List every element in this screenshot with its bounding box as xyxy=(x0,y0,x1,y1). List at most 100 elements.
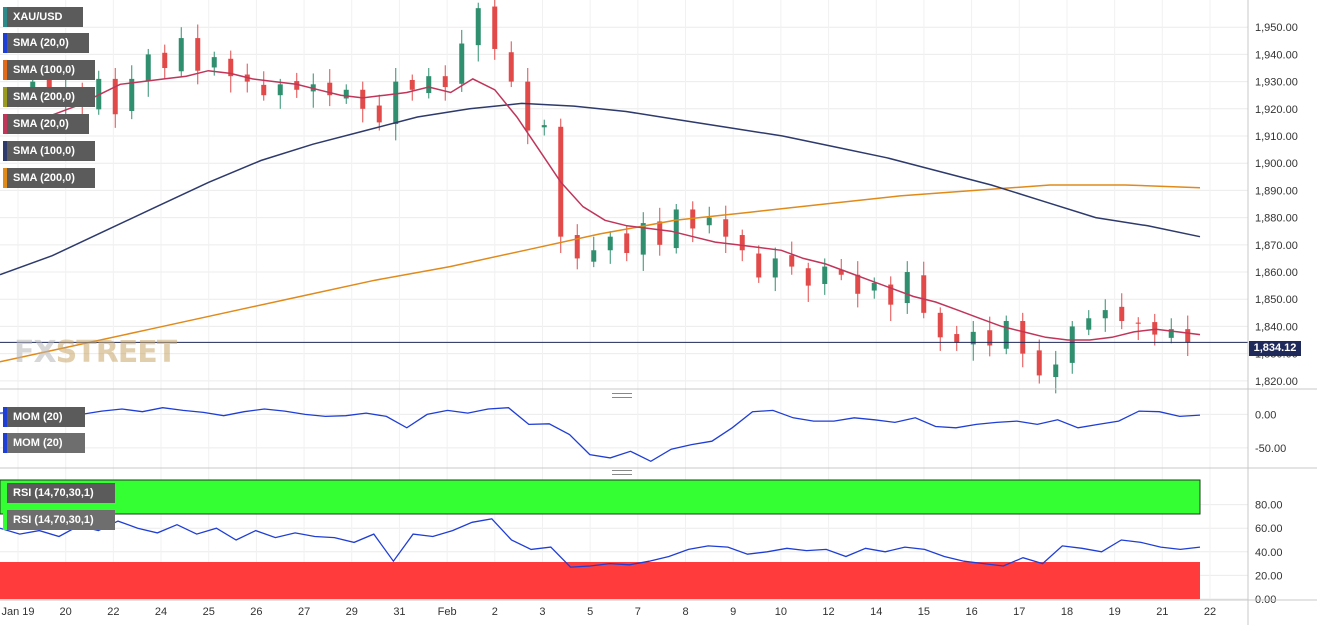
x-tick-label: 8 xyxy=(682,606,688,618)
main-y-tick-label: 1,880.00 xyxy=(1255,213,1298,225)
candle-body xyxy=(855,274,861,294)
candle-body xyxy=(838,269,844,275)
legend-mom-b[interactable]: MOM (20) xyxy=(3,433,85,453)
candle-body xyxy=(591,250,597,262)
sma100-line xyxy=(0,102,1201,276)
candle-body xyxy=(954,334,960,343)
candle-body xyxy=(327,82,333,96)
main-y-tick-label: 1,860.00 xyxy=(1255,267,1298,279)
candle-body xyxy=(1003,320,1009,349)
x-tick-label: 10 xyxy=(775,606,787,618)
candle-body xyxy=(657,221,663,245)
x-tick-label: Jan 19 xyxy=(1,606,34,618)
candle-body xyxy=(789,255,795,267)
x-tick-label: 31 xyxy=(393,606,405,618)
legend-sma100[interactable]: SMA (100,0) xyxy=(3,60,95,80)
mom-y-tick-label: 0.00 xyxy=(1255,409,1276,421)
rsi-overbought-band xyxy=(0,479,1201,515)
main-y-tick-label: 1,930.00 xyxy=(1255,77,1298,89)
legend-mom[interactable]: MOM (20) xyxy=(3,407,85,427)
main-y-tick-label: 1,940.00 xyxy=(1255,49,1298,61)
candle-body xyxy=(805,268,811,286)
legend-sma20[interactable]: SMA (20,0) xyxy=(3,33,89,53)
candle-body xyxy=(1119,306,1125,321)
candle-body xyxy=(112,78,118,115)
watermark-fx: FX xyxy=(14,335,57,370)
legend-rsi[interactable]: RSI (14,70,30,1) xyxy=(3,483,115,503)
candle-body xyxy=(1086,318,1092,330)
candle-body xyxy=(343,89,349,99)
legend-sma200[interactable]: SMA (200,0) xyxy=(3,87,95,107)
candle-body xyxy=(162,52,168,69)
candle-body xyxy=(1168,329,1174,338)
candle-body xyxy=(871,282,877,291)
resize-handle-rsi[interactable] xyxy=(612,470,632,475)
candle-body xyxy=(211,57,217,68)
legend-sma200-b[interactable]: SMA (200,0) xyxy=(3,168,95,188)
candle-body xyxy=(508,52,514,82)
candle-body xyxy=(624,233,630,253)
main-y-tick-label: 1,950.00 xyxy=(1255,22,1298,34)
x-tick-label: 21 xyxy=(1156,606,1168,618)
rsi-y-tick-label: 80.00 xyxy=(1255,500,1283,512)
candle-body xyxy=(937,312,943,338)
main-y-tick-label: 1,840.00 xyxy=(1255,321,1298,333)
candle-body xyxy=(574,235,580,259)
candle-body xyxy=(541,125,547,128)
candle-body xyxy=(921,275,927,313)
mom-line xyxy=(0,407,1201,463)
candle-body xyxy=(145,54,151,81)
candle-body xyxy=(1102,310,1108,319)
candle-body xyxy=(442,76,448,88)
candle-body xyxy=(723,219,729,237)
x-tick-label: 18 xyxy=(1061,606,1073,618)
x-tick-label: 24 xyxy=(155,606,167,618)
legend-rsi-b[interactable]: RSI (14,70,30,1) xyxy=(3,510,115,530)
x-tick-label: 16 xyxy=(965,606,977,618)
legend-sma100-b[interactable]: SMA (100,0) xyxy=(3,141,95,161)
x-tick-label: 15 xyxy=(918,606,930,618)
candle-body xyxy=(178,38,184,72)
candle-body xyxy=(360,89,366,109)
mom-panel xyxy=(0,401,1248,468)
candle-body xyxy=(228,58,234,77)
candle-body xyxy=(277,84,283,96)
candle-body xyxy=(1020,320,1026,354)
candle-body xyxy=(261,84,267,96)
candle-body xyxy=(525,81,531,131)
candle-body xyxy=(426,76,432,94)
candle-body xyxy=(822,266,828,284)
x-tick-label: Feb xyxy=(438,606,457,618)
watermark-street: STREET xyxy=(55,335,178,370)
legend-sma20-b[interactable]: SMA (20,0) xyxy=(3,114,89,134)
candle-body xyxy=(1053,364,1059,378)
x-tick-label: 29 xyxy=(346,606,358,618)
resize-handle-mom[interactable] xyxy=(612,393,632,398)
candle-body xyxy=(294,81,300,90)
candle-body xyxy=(772,258,778,278)
rsi-y-tick-label: 20.00 xyxy=(1255,570,1283,582)
x-tick-label: 7 xyxy=(635,606,641,618)
x-tick-label: 26 xyxy=(250,606,262,618)
candle-body xyxy=(1036,350,1042,376)
rsi-oversold-band xyxy=(0,562,1200,599)
mom-y-tick-label: -50.00 xyxy=(1255,443,1286,455)
candle-body xyxy=(904,272,910,304)
candle-body xyxy=(756,253,762,278)
x-tick-label: 5 xyxy=(587,606,593,618)
candle-body xyxy=(492,6,498,49)
x-tick-label: 2 xyxy=(492,606,498,618)
main-y-tick-label: 1,870.00 xyxy=(1255,240,1298,252)
main-y-tick-label: 1,820.00 xyxy=(1255,376,1298,388)
candle-body xyxy=(376,105,382,123)
x-tick-label: 17 xyxy=(1013,606,1025,618)
candle-body xyxy=(1185,329,1191,343)
candle-body xyxy=(1152,322,1158,335)
candle-body xyxy=(706,217,712,226)
legend-symbol[interactable]: XAU/USD xyxy=(3,7,83,27)
candle-body xyxy=(195,38,201,71)
main-y-tick-label: 1,910.00 xyxy=(1255,131,1298,143)
candle-body xyxy=(1069,326,1075,363)
candle-body xyxy=(393,81,399,125)
